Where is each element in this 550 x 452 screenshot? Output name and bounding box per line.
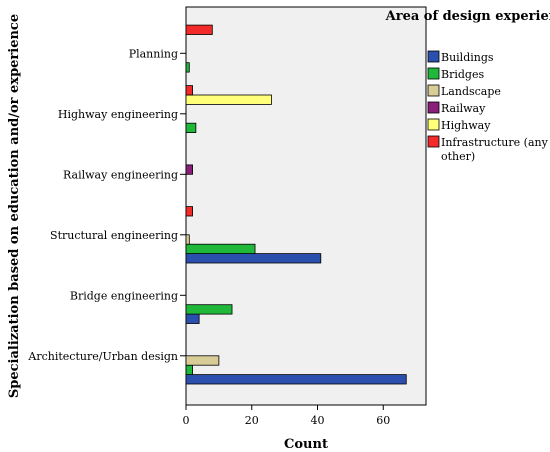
bar bbox=[185, 313, 200, 324]
legend-label: Railway bbox=[441, 102, 486, 115]
x-axis: 0 20 40 60 bbox=[183, 405, 390, 427]
y-axis: Architecture/Urban design Bridge engineer… bbox=[27, 47, 186, 363]
x-tick-label: 40 bbox=[311, 414, 325, 427]
legend-label: Buildings bbox=[441, 51, 494, 64]
x-axis-title: Count bbox=[284, 437, 328, 452]
legend-label: Landscape bbox=[441, 85, 501, 98]
legend-title: Area of design experience bbox=[385, 9, 550, 24]
legend-label: Bridges bbox=[441, 68, 484, 81]
bars bbox=[185, 24, 407, 385]
legend-swatch bbox=[427, 50, 440, 63]
legend: Area of design experience Buildings Bridg… bbox=[385, 9, 550, 163]
legend-swatch bbox=[427, 67, 440, 80]
legend-swatch bbox=[427, 84, 440, 97]
bar bbox=[185, 122, 197, 133]
legend-label: Highway bbox=[441, 119, 491, 132]
x-tick-label: 20 bbox=[245, 414, 259, 427]
bar bbox=[185, 374, 407, 385]
bar bbox=[185, 24, 213, 35]
plot-area bbox=[185, 6, 427, 406]
bar bbox=[185, 234, 190, 245]
legend-label: Infrastructure (any other) bbox=[441, 136, 549, 163]
bar bbox=[185, 94, 272, 105]
y-tick-label: Railway engineering bbox=[63, 168, 178, 181]
bar bbox=[185, 253, 322, 264]
y-tick-label: Planning bbox=[129, 47, 178, 60]
legend-swatch bbox=[427, 101, 440, 114]
legend-swatch bbox=[427, 118, 440, 131]
bar bbox=[185, 62, 190, 73]
bar bbox=[185, 243, 256, 254]
y-tick-label: Highway engineering bbox=[58, 108, 178, 121]
bar bbox=[185, 304, 233, 315]
x-tick-label: 0 bbox=[183, 414, 190, 427]
bar bbox=[185, 164, 193, 175]
y-tick-label: Structural engineering bbox=[50, 229, 178, 242]
x-tick-label: 60 bbox=[376, 414, 390, 427]
y-axis-title: Specialization based on education and/or… bbox=[7, 14, 22, 398]
bar bbox=[185, 206, 193, 217]
bar bbox=[185, 364, 193, 376]
bar bbox=[185, 355, 220, 366]
y-tick-label: Architecture/Urban design bbox=[27, 350, 178, 363]
legend-swatch bbox=[427, 135, 440, 148]
y-tick-label: Bridge engineering bbox=[70, 289, 178, 302]
bar bbox=[185, 85, 193, 96]
